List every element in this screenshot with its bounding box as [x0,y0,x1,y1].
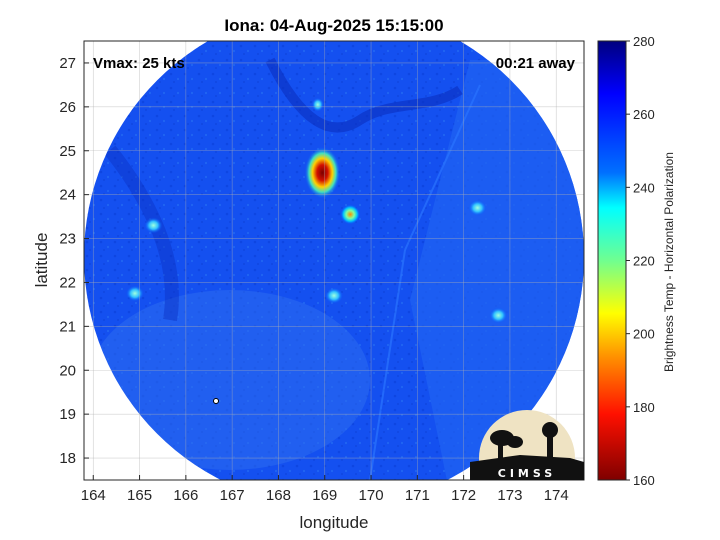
y-tick-label: 22 [59,274,76,291]
colorbar-tick-label: 200 [633,327,655,342]
y-tick-label: 27 [59,55,76,72]
y-tick-label: 20 [59,362,76,379]
y-axis-label: latitude [32,233,51,288]
convective-cell [468,199,487,216]
y-tick-label: 23 [59,231,76,248]
x-tick-label: 167 [220,487,245,504]
y-tick-label: 24 [59,187,76,204]
colorbar-tick-label: 220 [633,254,655,269]
swath-region-southwest [90,290,370,470]
x-tick-label: 171 [405,487,430,504]
y-tick-label: 25 [59,143,76,160]
convective-cell [304,146,341,199]
convective-cell [125,285,144,302]
logo-text: CIMSS [498,467,556,480]
logo-dish-small-icon [507,436,523,448]
x-axis-label: longitude [299,513,368,532]
colorbar-tick-label: 180 [633,400,655,415]
colorbar-tick-label: 160 [633,473,655,488]
colorbar [597,40,627,481]
swath-image [84,41,584,480]
logo-ground [470,455,584,480]
y-tick-label: 18 [59,450,76,467]
x-tick-label: 173 [497,487,522,504]
cimss-logo: CIMSS [470,410,584,480]
x-tick-label: 169 [312,487,337,504]
cold-streak-north [265,57,463,133]
logo-dish-pole [498,442,503,462]
convective-cell [311,97,324,112]
storm-marker [213,398,219,404]
x-tick-label: 165 [127,487,152,504]
x-tick-label: 166 [173,487,198,504]
logo-tower-tank-icon [542,422,558,438]
convective-cell [325,287,343,304]
vmax-label: Vmax: 25 kts [93,55,185,72]
colorbar-tick-label: 240 [633,180,655,195]
x-tick-label: 168 [266,487,291,504]
x-tick-label: 174 [544,487,569,504]
convective-cell [489,307,508,324]
plot-title: Iona: 04-Aug-2025 15:15:00 [224,16,443,35]
y-tick-label: 26 [59,99,76,116]
x-tick-labels: 164 165 166 167 168 169 170 171 172 173 174 [81,487,569,504]
y-tick-label: 19 [59,406,76,423]
y-tick-label: 21 [59,318,76,335]
x-tick-label: 170 [359,487,384,504]
logo-tower-leg [547,436,553,462]
colorbar-tick-label: 260 [633,107,655,122]
swath-seam-south [369,249,406,480]
time-away-label: 00:21 away [496,55,576,72]
colorbar-tick-labels: 280 260 240 220 200 180 160 [626,34,655,488]
convective-cell [340,204,361,225]
colorbar-label: Brightness Temp - Horizontal Polarizatio… [662,152,676,372]
y-tick-labels: 18 19 20 21 22 23 24 25 26 27 [59,55,76,467]
colorbar-tick-label: 280 [633,34,655,49]
convective-cell [144,217,163,234]
x-tick-label: 172 [451,487,476,504]
axes-frame [83,40,585,481]
grid [84,41,584,480]
x-tick-label: 164 [81,487,106,504]
